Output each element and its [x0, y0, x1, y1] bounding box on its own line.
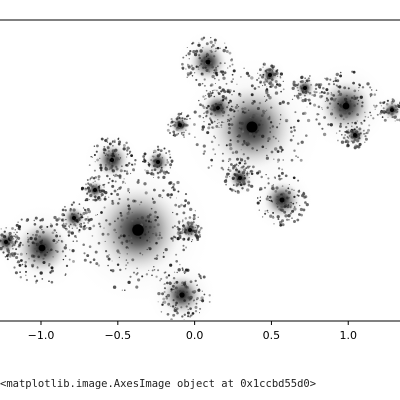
- x-tick-label: −0.5: [104, 329, 131, 340]
- axesimage-repr-text: <matplotlib.image.AxesImage object at 0x…: [0, 378, 317, 390]
- x-axis-ticks: −1.0 −0.5 0.0 0.5 1.0: [28, 321, 357, 342]
- fractal-image: [0, 30, 400, 320]
- cell-output: <matplotlib.image.AxesImage object at 0x…: [0, 374, 400, 394]
- x-tick-label: 0.0: [186, 329, 204, 340]
- x-tick-label: 0.5: [263, 329, 281, 340]
- axes-frame: [0, 19, 400, 322]
- julia-set-plot: −1.0 −0.5 0.0 0.5 1.0: [0, 19, 400, 342]
- figure-canvas: −1.0 −0.5 0.0 0.5 1.0: [0, 19, 400, 342]
- x-tick-label: 1.0: [339, 329, 357, 340]
- x-tick-label: −1.0: [28, 329, 55, 340]
